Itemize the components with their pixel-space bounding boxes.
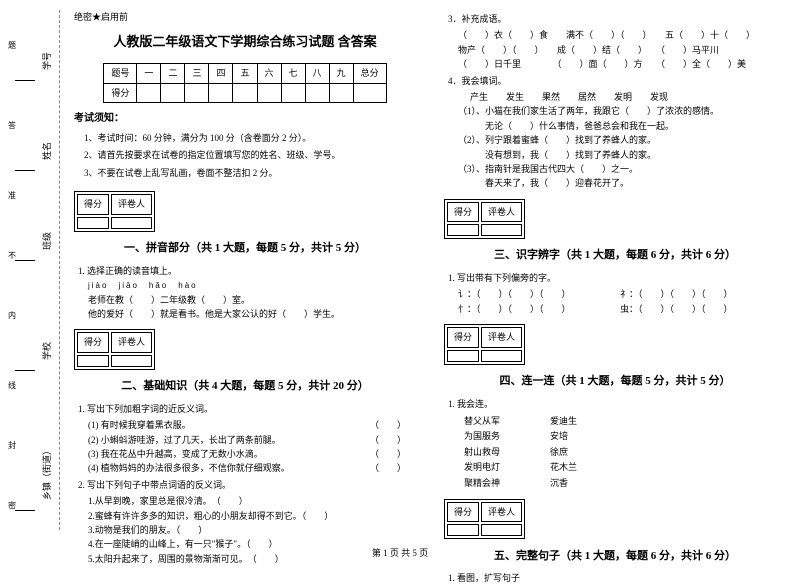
th: 题号 xyxy=(104,64,137,83)
q4-line: （2）、列宁跟着蜜蜂（ ）找到了养蜂人的家。 xyxy=(458,133,786,147)
gutter-line xyxy=(15,510,35,511)
list-item: 安培 xyxy=(550,429,577,443)
gutter-label-school: 学校 xyxy=(40,342,53,360)
binding-gutter: 学号 姓名 班级 学校 乡镇（街道） 题 答 准 不 内 线 封 密 xyxy=(0,10,60,530)
q4-title: 4．我会填词。 xyxy=(448,74,786,88)
list-item: 为国服务 xyxy=(464,429,500,443)
q4-line: （3）、指南针是我国古代四大（ ）之一。 xyxy=(458,162,786,176)
list-item: 徐庶 xyxy=(550,445,577,459)
q1-line: 他的爱好（ ）就是看书。他是大家公认的好（ ）学生。 xyxy=(88,307,416,321)
th: 五 xyxy=(233,64,257,83)
gutter-line xyxy=(15,370,35,371)
scorer-box: 得分评卷人 xyxy=(74,191,155,231)
marker-label: 评卷人 xyxy=(111,194,152,214)
q4-line: 没有想到，我（ ）找到了养蜂人的家。 xyxy=(458,148,786,162)
th: 八 xyxy=(305,64,329,83)
q2-item: 1.从早到晚，家里总是很冷清。 （ ） xyxy=(88,494,416,508)
q2-t2: 2. 写出下列句子中带点词语的反义词。 xyxy=(78,478,416,492)
q2-item: (1) 有时候我穿着黑衣服。（ ） xyxy=(88,418,416,432)
q2-item: 2.蜜蜂有许许多多的知识，粗心的小朋友却得不到它。（ ） xyxy=(88,509,416,523)
q2-item: 3.动物是我们的朋友。（ ） xyxy=(88,523,416,537)
gutter-label-xuehao: 学号 xyxy=(40,52,53,70)
q4-line: （1）、小猫在我们家生活了两年，我跟它（ ）了浓浓的感情。 xyxy=(458,104,786,118)
list-item: 聚精会神 xyxy=(464,476,500,490)
secret-label: 绝密★启用前 xyxy=(74,10,416,24)
gutter-mark: 内 xyxy=(8,310,16,321)
gutter-mark: 线 xyxy=(8,380,16,391)
q4-line: 无论（ ）什么事情，爸爸总会和我在一起。 xyxy=(458,119,786,133)
exam-title: 人教版二年级语文下学期综合练习试题 含答案 xyxy=(74,32,416,53)
q5-line: 忄：（ ）（ ）（ ） 虫：（ ）（ ）（ ） xyxy=(458,302,786,316)
row-label: 得分 xyxy=(104,83,137,102)
gutter-label-class: 班级 xyxy=(40,232,53,250)
th: 四 xyxy=(209,64,233,83)
gutter-mark: 准 xyxy=(8,190,16,201)
q5-line: 讠：（ ）（ ）（ ） 礻：（ ）（ ）（ ） xyxy=(458,287,786,301)
th: 三 xyxy=(185,64,209,83)
notice-title: 考试须知： xyxy=(74,111,416,127)
right-column: 3．补充成语。 （ ）衣（ ）食 满不（ ）（ ） 五（ ）十（ ） 物产（ ）… xyxy=(430,10,800,530)
section-2-title: 二、基础知识（共 4 大题，每题 5 分，共计 20 分） xyxy=(74,378,416,396)
th: 九 xyxy=(329,64,353,83)
q3-title: 3．补充成语。 xyxy=(448,12,786,26)
notice-item: 1、考试时间：60 分钟，满分为 100 分（含卷面分 2 分）。 xyxy=(84,131,416,145)
scorer-box: 得分评卷人 xyxy=(444,324,525,364)
match-right: 爱迪生 安培 徐庶 花木兰 沉香 xyxy=(550,413,577,491)
gutter-line xyxy=(15,260,35,261)
match-columns: 替父从军 为国服务 射山救母 发明电灯 聚精会神 爱迪生 安培 徐庶 花木兰 沉… xyxy=(464,413,786,491)
q5-title: 1. 写出带有下列偏旁的字。 xyxy=(448,271,786,285)
q2-item: (3) 我在花丛中升越高，变成了无数小水滴。（ ） xyxy=(88,447,416,461)
q2-t1: 1. 写出下列加粗字词的近反义词。 xyxy=(78,402,416,416)
list-item: 花木兰 xyxy=(550,460,577,474)
list-item: 爱迪生 xyxy=(550,414,577,428)
scorer-box: 得分评卷人 xyxy=(444,499,525,539)
q2-item: (4) 植物妈妈的办法很多很多，不信你就仔细观察。（ ） xyxy=(88,461,416,475)
gutter-line xyxy=(15,80,35,81)
table-row: 题号 一 二 三 四 五 六 七 八 九 总分 xyxy=(104,64,386,83)
th: 六 xyxy=(257,64,281,83)
gutter-label-town: 乡镇（街道） xyxy=(40,446,53,500)
scorer-box: 得分评卷人 xyxy=(444,199,525,239)
q7-title: 1. 看图，扩写句子 xyxy=(448,571,786,585)
q4-words: 产生 发生 果然 居然 发明 发现 xyxy=(470,90,786,104)
list-item: 发明电灯 xyxy=(464,460,500,474)
section-4-title: 四、连一连（共 1 大题，每题 5 分，共计 5 分） xyxy=(444,373,786,391)
q2-item: (2) 小蝌蚪游哇游，过了几天，长出了两条前腿。（ ） xyxy=(88,433,416,447)
q1-pinyin: jiào jiāo hǎo hào xyxy=(88,280,416,293)
section-3-title: 三、识字辨字（共 1 大题，每题 6 分，共计 6 分） xyxy=(444,247,786,265)
q3-line: 物产（ ）（ ） 成（ ）结（ ） （ ）马平川 xyxy=(458,43,786,57)
score-label: 得分 xyxy=(77,194,109,214)
page-container: 学号 姓名 班级 学校 乡镇（街道） 题 答 准 不 内 线 封 密 绝密★启用… xyxy=(0,0,800,530)
q6-title: 1. 我会连。 xyxy=(448,397,786,411)
scorer-box: 得分评卷人 xyxy=(74,329,155,369)
gutter-label-name: 姓名 xyxy=(40,142,53,160)
list-item: 沉香 xyxy=(550,476,577,490)
left-column: 绝密★启用前 人教版二年级语文下学期综合练习试题 含答案 题号 一 二 三 四 … xyxy=(60,10,430,530)
th: 总分 xyxy=(353,64,386,83)
list-item: 替父从军 xyxy=(464,414,500,428)
th: 一 xyxy=(137,64,161,83)
page-footer: 第 1 页 共 5 页 xyxy=(0,546,800,559)
gutter-mark: 封 xyxy=(8,440,16,451)
notice-item: 3、不要在试卷上乱写乱画，卷面不整洁扣 2 分。 xyxy=(84,166,416,180)
list-item: 射山救母 xyxy=(464,445,500,459)
gutter-mark: 答 xyxy=(8,120,16,131)
score-table: 题号 一 二 三 四 五 六 七 八 九 总分 得分 xyxy=(103,63,386,103)
table-row: 得分 xyxy=(104,83,386,102)
q3-line: （ ）衣（ ）食 满不（ ）（ ） 五（ ）十（ ） xyxy=(458,28,786,42)
notice-item: 2、请首先按要求在试卷的指定位置填写您的姓名、班级、学号。 xyxy=(84,148,416,162)
q4-line: 春天来了，我（ ）迎春花开了。 xyxy=(458,176,786,190)
th: 七 xyxy=(281,64,305,83)
section-1-title: 一、拼音部分（共 1 大题，每题 5 分，共计 5 分） xyxy=(74,240,416,258)
gutter-mark: 题 xyxy=(8,40,16,51)
q1-stem: 1. 选择正确的读音填上。 xyxy=(78,264,416,278)
q3-line: （ ）日千里 （ ）面（ ）方 （ ）全（ ）美 xyxy=(458,57,786,71)
match-left: 替父从军 为国服务 射山救母 发明电灯 聚精会神 xyxy=(464,413,500,491)
q1-line: 老师在教（ ）二年级教（ ）室。 xyxy=(88,293,416,307)
gutter-line xyxy=(15,170,35,171)
th: 二 xyxy=(161,64,185,83)
